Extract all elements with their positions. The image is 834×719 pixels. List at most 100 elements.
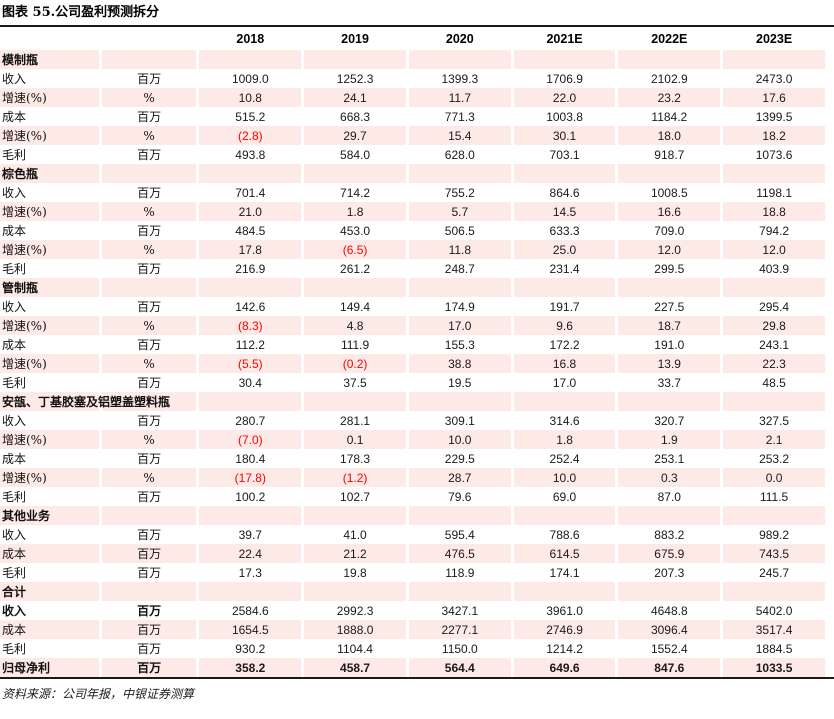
value-cell: 22.4	[199, 544, 302, 563]
value-cell: 227.5	[654, 299, 685, 314]
source-note: 资料来源：公司年报，中银证券测算	[2, 687, 195, 701]
value-cell	[304, 392, 406, 411]
value-cell: 788.6	[549, 527, 580, 542]
value-cell: 29.7	[304, 126, 406, 145]
value-cell: 1003.8	[546, 109, 583, 124]
value-cell: 12.0	[618, 240, 721, 259]
value-cell: 743.5	[723, 544, 825, 563]
row-label: 毛利	[2, 642, 27, 656]
value-cell: 12.0	[723, 240, 825, 259]
value-cell: 309.1	[444, 413, 475, 428]
section-header-row: 其他业务	[0, 506, 825, 525]
value-cell: 3427.1	[441, 603, 479, 618]
column-header-2018: 2018	[236, 31, 265, 46]
value-cell: 1654.5	[199, 620, 302, 639]
value-cell: 506.5	[444, 223, 475, 238]
row-label: 成本	[2, 452, 27, 466]
value-cell: 633.3	[549, 223, 580, 238]
value-cell	[304, 50, 406, 69]
value-cell: 22.3	[723, 354, 825, 373]
value-cell	[723, 392, 825, 411]
value-cell: 1552.4	[650, 641, 688, 656]
unit-cell	[101, 50, 197, 69]
row-label: 增速(%)	[0, 240, 99, 259]
value-cell: 0.1	[304, 430, 406, 449]
value-cell: 17.0	[408, 316, 511, 335]
value-cell: 18.0	[618, 126, 721, 145]
value-cell: (7.0)	[199, 430, 302, 449]
value-cell: 2746.9	[513, 620, 616, 639]
value-cell: 2102.9	[650, 71, 688, 86]
value-cell: 0.3	[618, 468, 721, 487]
value-cell: 17.3	[238, 565, 262, 580]
value-cell	[408, 506, 511, 525]
value-cell	[513, 50, 616, 69]
value-cell: 21.2	[304, 544, 406, 563]
value-cell	[304, 506, 406, 525]
table-bottom-divider	[0, 677, 834, 679]
value-cell: 87.0	[657, 489, 681, 504]
unit-cell: 百万	[137, 528, 162, 542]
value-cell	[618, 50, 721, 69]
unit-cell: %	[101, 240, 197, 259]
unit-cell	[101, 278, 197, 297]
unit-cell: 百万	[101, 658, 197, 677]
value-cell: 1214.2	[546, 641, 583, 656]
value-cell: 14.5	[513, 202, 616, 221]
value-cell	[618, 582, 721, 601]
table-row: 增速(%)% 17.8 (6.5) 11.8 25.0 12.0 12.0	[0, 240, 825, 259]
value-cell: 15.4	[408, 126, 511, 145]
value-cell	[199, 392, 302, 411]
table-row: 增速(%)% (2.8) 29.7 15.4 30.1 18.0 18.2	[0, 126, 825, 145]
value-cell: 178.3	[340, 451, 371, 466]
column-header-2019: 2019	[341, 31, 369, 46]
unit-cell: 百万	[101, 620, 197, 639]
row-label: 收入	[2, 72, 27, 86]
table-row: 增速(%)% 10.8 24.1 11.7 22.0 23.2 17.6	[0, 88, 825, 107]
column-header-blank	[0, 27, 99, 50]
value-cell: 714.2	[340, 185, 371, 200]
unit-cell: 百万	[101, 544, 197, 563]
value-cell: 216.9	[235, 261, 266, 276]
value-cell: 24.1	[304, 88, 406, 107]
unit-cell: 百万	[137, 566, 162, 580]
section-header-label: 管制瓶	[0, 278, 99, 297]
value-cell: 23.2	[618, 88, 721, 107]
table-row: 增速(%)% 21.0 1.8 5.7 14.5 16.6 18.8	[0, 202, 825, 221]
value-cell: 327.5	[759, 413, 790, 428]
table-row: 毛利 百万 17.3 19.8 118.9 174.1 207.3 245.7	[0, 563, 825, 582]
table-body: 模制瓶 收入 百万 1009.0 1252.3 1399.3 1706.9 2102.9 247…	[0, 50, 825, 677]
table-row: 毛利 百万 30.4 37.5 19.5 17.0 33.7 48.5	[0, 373, 825, 392]
value-cell: 30.4	[238, 375, 262, 390]
value-cell: 100.2	[235, 489, 266, 504]
table-row: 成本 百万 112.2 111.9 155.3 172.2 191.0 243.1	[0, 335, 825, 354]
value-cell: 25.0	[513, 240, 616, 259]
row-label: 增速(%)	[0, 126, 99, 145]
value-cell: 1150.0	[441, 641, 478, 656]
value-cell: 191.0	[654, 337, 685, 352]
unit-cell: 百万	[137, 604, 162, 618]
row-label: 成本	[2, 110, 27, 124]
section-header-row: 模制瓶	[0, 50, 825, 69]
value-cell	[304, 278, 406, 297]
unit-cell: 百万	[137, 148, 162, 162]
value-cell	[723, 582, 825, 601]
column-header-2020: 2020	[445, 31, 474, 46]
value-cell	[199, 582, 302, 601]
value-cell: (5.5)	[199, 354, 302, 373]
section-header-row: 棕色瓶	[0, 164, 825, 183]
unit-cell: %	[101, 316, 197, 335]
row-label: 毛利	[2, 490, 27, 504]
value-cell: 21.0	[199, 202, 302, 221]
table-row: 收入 百万 280.7 281.1 309.1 314.6 320.7 327.5	[0, 411, 825, 430]
value-cell: 2473.0	[755, 71, 793, 86]
table-row: 毛利 百万 100.2 102.7 79.6 69.0 87.0 111.5	[0, 487, 825, 506]
value-cell: (17.8)	[199, 468, 302, 487]
value-cell: 476.5	[408, 544, 511, 563]
value-cell	[408, 582, 511, 601]
value-cell: 38.8	[408, 354, 511, 373]
row-label: 增速(%)	[0, 88, 99, 107]
value-cell: 281.1	[340, 413, 371, 428]
value-cell: 453.0	[340, 223, 371, 238]
value-cell	[618, 164, 721, 183]
